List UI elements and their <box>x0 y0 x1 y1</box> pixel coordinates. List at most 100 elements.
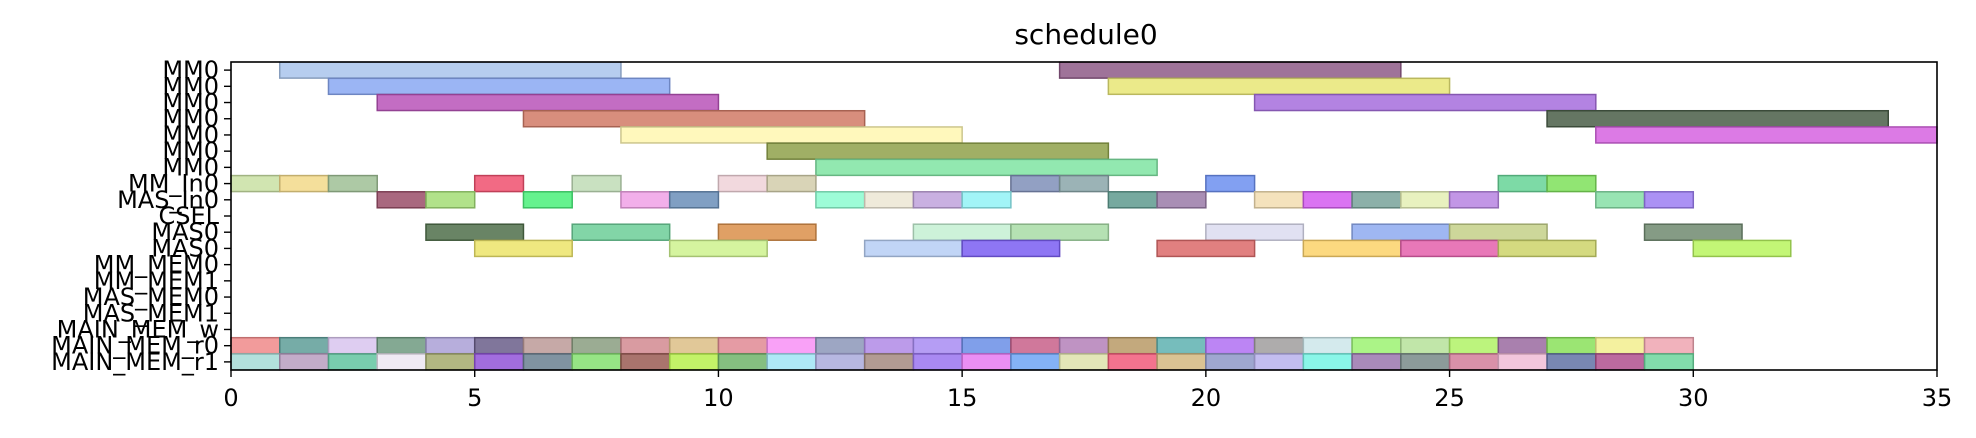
task-bar <box>1058 353 1110 371</box>
task-bar <box>425 191 476 209</box>
task-bar <box>278 174 330 193</box>
task-bar <box>571 336 622 355</box>
y-tick-label: MM_MEM0 <box>94 251 219 279</box>
task-bar <box>1107 77 1451 96</box>
task-bar <box>1107 191 1158 209</box>
task-bar <box>815 336 866 355</box>
task-bar <box>1595 336 1646 355</box>
task-bar <box>1497 336 1548 355</box>
y-tick-label: MM0 <box>162 89 219 117</box>
task-bar <box>1546 336 1597 355</box>
task-bar <box>1448 336 1500 355</box>
task-bar <box>1302 191 1353 209</box>
task-bar <box>620 336 671 355</box>
task-bar <box>766 174 817 193</box>
task-bar <box>278 336 330 355</box>
task-bar <box>1400 353 1451 371</box>
task-bar <box>1448 223 1548 241</box>
task-bar <box>668 353 720 371</box>
x-tick-label: 25 <box>1434 384 1465 412</box>
task-bar <box>522 191 573 209</box>
task-bar <box>473 174 525 193</box>
task-bar <box>1302 239 1402 258</box>
task-bar <box>376 93 720 112</box>
task-bar <box>1351 353 1402 371</box>
task-bar <box>522 109 866 128</box>
task-bar <box>327 336 378 355</box>
task-bar <box>1010 353 1061 371</box>
chart-title: schedule0 <box>1014 18 1157 51</box>
task-bar <box>1351 223 1451 241</box>
task-bar <box>1302 336 1353 355</box>
task-bar <box>1643 353 1695 371</box>
task-bar <box>1546 174 1597 193</box>
y-tick-label: MM_MEM1 <box>94 267 219 295</box>
task-bar <box>912 353 963 371</box>
task-bar <box>522 353 573 371</box>
task-bar <box>1351 191 1402 209</box>
task-bar <box>1595 191 1646 209</box>
y-tick-label: MM0 <box>162 56 219 84</box>
x-tick-label: 10 <box>703 384 734 412</box>
task-bar <box>961 239 1061 258</box>
task-bar <box>278 61 622 79</box>
task-bar <box>327 353 378 371</box>
task-bar <box>1400 336 1451 355</box>
task-bar <box>766 336 817 355</box>
x-tick-label: 0 <box>223 384 238 412</box>
task-bar <box>863 353 915 371</box>
task-bar <box>1156 353 1207 371</box>
task-bar <box>766 353 817 371</box>
task-bar <box>1643 223 1743 241</box>
y-tick-label: MAS0 <box>151 234 219 262</box>
y-tick-label: MAIN_MEM_r1 <box>51 348 219 376</box>
task-bar <box>473 336 525 355</box>
task-bar <box>815 353 866 371</box>
task-bar <box>1156 336 1207 355</box>
task-bar <box>230 174 281 193</box>
y-tick-label: CSEL <box>158 202 219 230</box>
task-bar <box>1497 239 1597 258</box>
task-bar <box>473 239 573 258</box>
y-tick-label: MM0 <box>162 153 219 181</box>
task-bar <box>1448 353 1500 371</box>
task-bar <box>1253 93 1597 112</box>
task-bar <box>912 336 963 355</box>
task-bar <box>1351 336 1402 355</box>
y-tick-label: MAIN_MEM_w <box>57 315 219 343</box>
x-tick-label: 15 <box>947 384 978 412</box>
task-bar <box>1253 191 1305 209</box>
task-bar <box>815 158 1158 177</box>
y-tick-label: MAS_MEM1 <box>83 299 219 327</box>
task-bar <box>1010 336 1061 355</box>
task-bar <box>1205 223 1305 241</box>
task-bar <box>1107 336 1158 355</box>
task-bar <box>1058 336 1110 355</box>
task-bar <box>1107 353 1158 371</box>
y-tick-label: MM0 <box>162 72 219 100</box>
task-bar <box>1010 174 1061 193</box>
task-bar <box>863 239 963 258</box>
task-bar <box>1448 191 1500 209</box>
task-bar <box>863 336 915 355</box>
task-bars <box>230 61 1938 371</box>
task-bar <box>327 77 671 96</box>
task-bar <box>961 336 1012 355</box>
task-bar <box>571 174 622 193</box>
y-axis: MM0MM0MM0MM0MM0MM0MM0MM_In0MAS_In0CSELMA… <box>51 56 231 376</box>
task-bar <box>1302 353 1353 371</box>
task-bar <box>1497 353 1548 371</box>
task-bar <box>1595 353 1646 371</box>
task-bar <box>278 353 330 371</box>
y-tick-label: MM0 <box>162 121 219 149</box>
task-bar <box>425 336 476 355</box>
task-bar <box>717 336 768 355</box>
task-bar <box>571 353 622 371</box>
task-bar <box>717 174 768 193</box>
x-tick-label: 30 <box>1678 384 1709 412</box>
task-bar <box>1205 336 1256 355</box>
task-bar <box>1253 336 1305 355</box>
task-bar <box>1643 336 1695 355</box>
task-bar <box>1058 174 1110 193</box>
